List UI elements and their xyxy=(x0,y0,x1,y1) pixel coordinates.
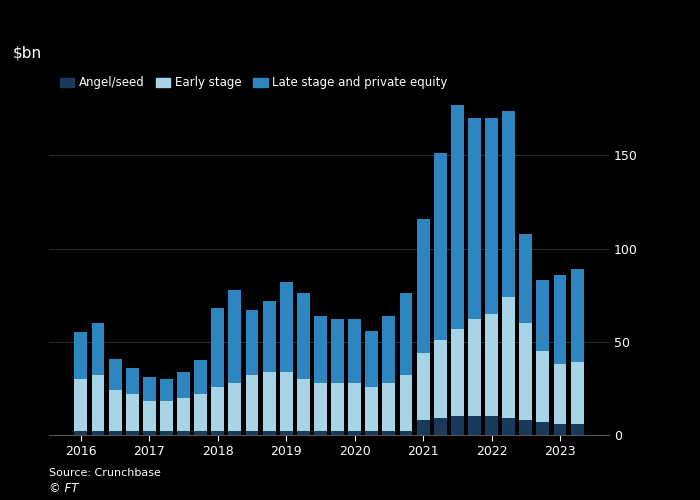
Bar xyxy=(416,420,430,435)
Bar xyxy=(280,432,293,435)
Bar xyxy=(126,432,139,435)
Bar xyxy=(92,376,104,432)
Bar xyxy=(536,351,550,422)
Text: Source: Crunchbase: Source: Crunchbase xyxy=(49,468,161,477)
Bar xyxy=(554,424,566,435)
Bar xyxy=(503,418,515,435)
Bar xyxy=(536,422,550,435)
Bar xyxy=(194,394,207,432)
Bar xyxy=(194,432,207,435)
Bar xyxy=(228,383,242,432)
Bar xyxy=(211,432,224,435)
Bar xyxy=(262,372,276,432)
Bar xyxy=(485,416,498,435)
Bar xyxy=(280,372,293,432)
Bar xyxy=(331,432,344,435)
Bar xyxy=(434,418,447,435)
Bar xyxy=(177,372,190,398)
Bar xyxy=(503,297,515,418)
Bar xyxy=(468,118,481,320)
Bar xyxy=(160,379,173,402)
Bar xyxy=(228,290,242,383)
Text: $bn: $bn xyxy=(13,45,42,60)
Bar xyxy=(485,118,498,314)
Bar xyxy=(246,432,258,435)
Bar xyxy=(451,416,464,435)
Bar xyxy=(108,390,122,432)
Bar xyxy=(485,314,498,416)
Bar xyxy=(314,316,327,383)
Bar xyxy=(331,383,344,432)
Bar xyxy=(211,308,224,386)
Bar xyxy=(382,383,396,432)
Bar xyxy=(570,362,584,424)
Bar xyxy=(314,432,327,435)
Bar xyxy=(382,316,396,383)
Bar xyxy=(177,432,190,435)
Bar xyxy=(365,386,378,432)
Bar xyxy=(314,383,327,432)
Bar xyxy=(177,398,190,432)
Bar xyxy=(143,402,155,432)
Bar xyxy=(126,394,139,432)
Bar xyxy=(126,368,139,394)
Bar xyxy=(349,320,361,383)
Bar xyxy=(519,420,532,435)
Bar xyxy=(297,294,309,379)
Bar xyxy=(92,323,104,376)
Bar xyxy=(416,353,430,420)
Bar xyxy=(536,280,550,351)
Bar xyxy=(434,154,447,340)
Bar xyxy=(160,402,173,432)
Bar xyxy=(519,323,532,420)
Bar xyxy=(297,379,309,432)
Bar xyxy=(519,234,532,323)
Bar xyxy=(262,300,276,372)
Bar xyxy=(349,383,361,432)
Bar xyxy=(92,432,104,435)
Bar xyxy=(246,310,258,376)
Bar xyxy=(400,294,412,376)
Bar xyxy=(416,218,430,353)
Bar xyxy=(211,386,224,432)
Bar xyxy=(365,432,378,435)
Bar xyxy=(468,320,481,416)
Bar xyxy=(194,360,207,394)
Bar xyxy=(349,432,361,435)
Bar xyxy=(74,432,88,435)
Text: © FT: © FT xyxy=(49,482,78,495)
Bar xyxy=(382,432,396,435)
Bar xyxy=(570,424,584,435)
Bar xyxy=(434,340,447,418)
Bar xyxy=(160,432,173,435)
Bar xyxy=(451,105,464,328)
Bar xyxy=(228,432,242,435)
Legend: Angel/seed, Early stage, Late stage and private equity: Angel/seed, Early stage, Late stage and … xyxy=(55,72,452,94)
Bar xyxy=(468,416,481,435)
Bar xyxy=(74,379,88,432)
Bar xyxy=(262,432,276,435)
Bar xyxy=(331,320,344,383)
Bar xyxy=(108,432,122,435)
Bar xyxy=(108,358,122,390)
Bar xyxy=(143,432,155,435)
Bar xyxy=(451,328,464,416)
Bar xyxy=(570,269,584,362)
Bar xyxy=(554,274,566,364)
Bar xyxy=(503,110,515,297)
Bar xyxy=(400,432,412,435)
Bar xyxy=(143,377,155,402)
Bar xyxy=(297,432,309,435)
Bar xyxy=(365,330,378,386)
Bar xyxy=(74,332,88,379)
Bar xyxy=(246,376,258,432)
Bar xyxy=(554,364,566,424)
Bar xyxy=(400,376,412,432)
Bar xyxy=(280,282,293,372)
